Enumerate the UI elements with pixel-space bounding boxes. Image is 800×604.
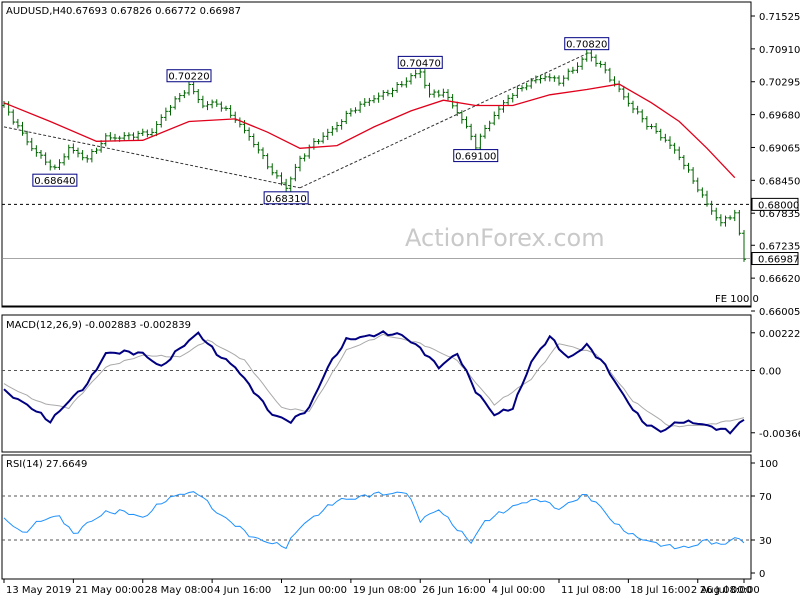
rsi-axis-label: 30 — [759, 536, 772, 547]
current-price-box — [751, 252, 799, 266]
swing-label: 0.70820 — [566, 40, 607, 51]
rsi-label: RSI(14) 27.6649 — [6, 459, 87, 470]
x-axis-label: 12 Jun 00:00 — [284, 585, 348, 596]
rsi-layer — [3, 491, 745, 550]
moving-average-line — [3, 83, 736, 179]
macd-axis-label: 0.00 — [759, 367, 781, 378]
rsi-axis-label: 70 — [759, 492, 772, 503]
price-axis-label: 0.66005 — [759, 307, 800, 318]
price-axis-label: 0.68450 — [759, 176, 800, 187]
rsi-panel — [1, 454, 752, 580]
level-price-box — [751, 197, 799, 211]
trendline — [299, 53, 587, 189]
price-panel — [1, 1, 752, 308]
trendline — [3, 126, 301, 189]
symbol-label: AUDUSD,H4 — [6, 6, 66, 17]
swing-label-box — [32, 173, 78, 187]
price-axis-label: 0.67235 — [759, 241, 800, 252]
rsi-axis-label: 0 — [759, 569, 765, 580]
current-price-label: 0.66987 — [758, 255, 799, 266]
swing-label-box — [397, 55, 443, 69]
price-axis-label: 0.69680 — [759, 111, 800, 122]
level-price-label: 0.68000 — [758, 200, 799, 211]
axis-layer: 0.71525 0.70910 0.70295 0.69680 0.69065 0.684… — [3, 12, 800, 596]
x-axis-label: 4 Jul 00:00 — [492, 585, 546, 596]
price-axis-label: 0.70295 — [759, 78, 800, 89]
price-axis-label: 0.67835 — [759, 209, 800, 220]
macd-label: MACD(12,26,9) -0.002883 -0.002839 — [6, 320, 191, 331]
macd-axis-label: 0.002224 — [759, 329, 800, 340]
swing-label-box — [166, 69, 212, 83]
price-axis-label: 0.66620 — [759, 274, 800, 285]
x-axis-label: 26 Jun 16:00 — [422, 585, 486, 596]
macd-signal-line — [3, 333, 745, 428]
x-axis-label: 19 Jun 08:00 — [353, 585, 417, 596]
swing-label: 0.69100 — [455, 152, 496, 163]
fe-label: FE 100.0 — [715, 294, 759, 305]
price-axis-label: 0.69065 — [759, 143, 800, 154]
swing-label: 0.68640 — [34, 176, 75, 187]
macd-layer — [3, 330, 745, 435]
x-axis-label: 13 May 2019 — [6, 585, 71, 596]
swing-label-box — [564, 37, 610, 51]
macd-line — [3, 330, 745, 435]
ohlc-label: 0.67693 0.67826 0.66772 0.66987 — [66, 6, 241, 17]
x-axis-label: 2 Aug 08:00 — [691, 585, 752, 596]
rsi-line — [3, 491, 745, 550]
x-axis-label: 11 Jul 08:00 — [561, 585, 621, 596]
swing-label: 0.70470 — [400, 58, 441, 69]
x-axis-label: 4 Jun 16:00 — [214, 585, 271, 596]
watermark: ActionForex.com — [405, 224, 605, 252]
price-axis-label: 0.71525 — [759, 12, 800, 23]
grid-layer — [2, 203, 751, 541]
swing-label: 0.68310 — [265, 194, 306, 205]
x-axis-label: 28 May 08:00 — [145, 585, 214, 596]
price-layer: 0.68640 0.70220 0.68310 0.70470 0.69100 0.708… — [2, 37, 746, 262]
swing-label-box — [263, 191, 309, 205]
rsi-axis-label: 100 — [759, 459, 778, 470]
swing-label: 0.70220 — [168, 72, 209, 83]
swing-label-box — [453, 149, 499, 163]
price-axis-label: 0.70910 — [759, 45, 800, 56]
x-axis-label: 26 Jul 00:00 — [700, 585, 760, 596]
x-axis-label: 18 Jul 16:00 — [630, 585, 690, 596]
x-axis-label: 21 May 00:00 — [75, 585, 144, 596]
macd-axis-label: -0.003667 — [759, 429, 800, 440]
